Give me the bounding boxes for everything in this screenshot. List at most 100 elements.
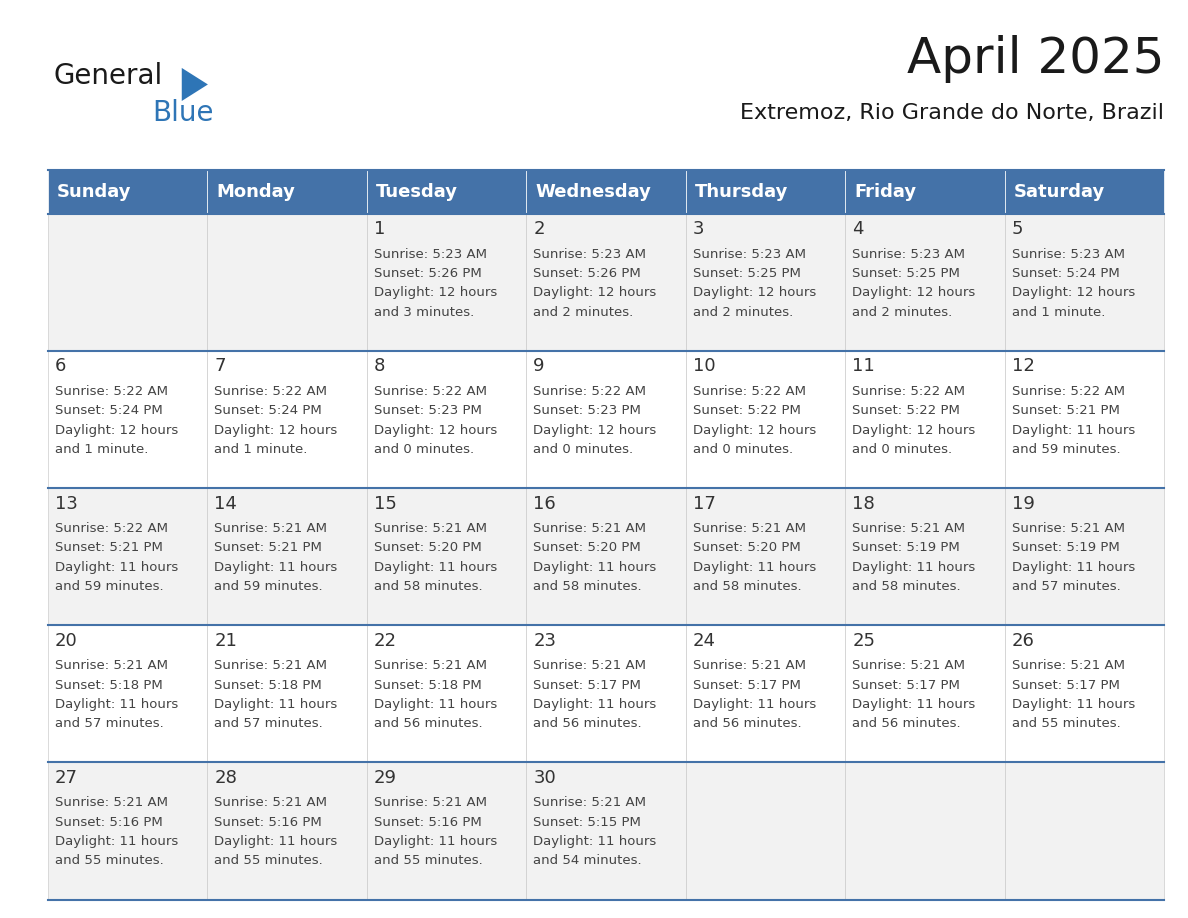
Text: 22: 22 <box>374 632 397 650</box>
Text: Daylight: 11 hours: Daylight: 11 hours <box>693 561 816 574</box>
Text: Sunset: 5:26 PM: Sunset: 5:26 PM <box>533 267 642 280</box>
Text: and 58 minutes.: and 58 minutes. <box>374 580 482 593</box>
Text: Sunset: 5:24 PM: Sunset: 5:24 PM <box>1012 267 1119 280</box>
Text: and 3 minutes.: and 3 minutes. <box>374 306 474 319</box>
Text: and 59 minutes.: and 59 minutes. <box>214 580 323 593</box>
Text: 3: 3 <box>693 220 704 239</box>
Text: and 1 minute.: and 1 minute. <box>55 442 148 456</box>
Bar <box>1005 170 1164 214</box>
Bar <box>1005 214 1164 351</box>
Text: Daylight: 11 hours: Daylight: 11 hours <box>214 561 337 574</box>
Text: Sunrise: 5:21 AM: Sunrise: 5:21 AM <box>214 659 327 672</box>
Text: Sunrise: 5:21 AM: Sunrise: 5:21 AM <box>852 659 966 672</box>
Text: 24: 24 <box>693 632 716 650</box>
Text: and 57 minutes.: and 57 minutes. <box>55 717 164 730</box>
Bar <box>845 488 1005 625</box>
Text: and 55 minutes.: and 55 minutes. <box>214 855 323 868</box>
Text: and 56 minutes.: and 56 minutes. <box>533 717 642 730</box>
Bar <box>207 625 367 763</box>
Text: and 2 minutes.: and 2 minutes. <box>852 306 953 319</box>
Text: Sunset: 5:22 PM: Sunset: 5:22 PM <box>693 404 801 418</box>
Text: 16: 16 <box>533 495 556 512</box>
Bar <box>1005 625 1164 763</box>
Text: Sunrise: 5:21 AM: Sunrise: 5:21 AM <box>374 797 487 810</box>
Text: Sunset: 5:18 PM: Sunset: 5:18 PM <box>374 678 481 691</box>
Bar <box>845 214 1005 351</box>
Text: 18: 18 <box>852 495 876 512</box>
Text: Sunrise: 5:21 AM: Sunrise: 5:21 AM <box>693 522 805 535</box>
Text: and 59 minutes.: and 59 minutes. <box>1012 442 1120 456</box>
Text: Sunrise: 5:21 AM: Sunrise: 5:21 AM <box>533 797 646 810</box>
Text: and 58 minutes.: and 58 minutes. <box>852 580 961 593</box>
Text: 26: 26 <box>1012 632 1035 650</box>
Bar <box>685 351 845 488</box>
Text: 12: 12 <box>1012 357 1035 375</box>
Bar <box>685 214 845 351</box>
Text: Daylight: 12 hours: Daylight: 12 hours <box>852 286 975 299</box>
Text: Sunrise: 5:22 AM: Sunrise: 5:22 AM <box>55 522 168 535</box>
Text: 8: 8 <box>374 357 385 375</box>
Bar <box>685 170 845 214</box>
Text: Sunset: 5:19 PM: Sunset: 5:19 PM <box>852 542 960 554</box>
Bar <box>48 763 207 900</box>
Text: Sunrise: 5:22 AM: Sunrise: 5:22 AM <box>374 385 487 398</box>
Text: Daylight: 12 hours: Daylight: 12 hours <box>693 286 816 299</box>
Text: Sunset: 5:17 PM: Sunset: 5:17 PM <box>1012 678 1120 691</box>
Text: Sunrise: 5:23 AM: Sunrise: 5:23 AM <box>693 248 805 261</box>
Text: Daylight: 11 hours: Daylight: 11 hours <box>852 561 975 574</box>
Text: 30: 30 <box>533 769 556 787</box>
Text: Daylight: 11 hours: Daylight: 11 hours <box>55 835 178 848</box>
Text: Daylight: 11 hours: Daylight: 11 hours <box>1012 561 1135 574</box>
Text: and 57 minutes.: and 57 minutes. <box>1012 580 1120 593</box>
Text: Sunset: 5:25 PM: Sunset: 5:25 PM <box>693 267 801 280</box>
Text: Sunset: 5:17 PM: Sunset: 5:17 PM <box>852 678 960 691</box>
Text: General: General <box>53 62 163 91</box>
Text: Daylight: 12 hours: Daylight: 12 hours <box>214 423 337 437</box>
Bar <box>48 488 207 625</box>
Text: Blue: Blue <box>152 99 214 128</box>
Text: Daylight: 11 hours: Daylight: 11 hours <box>214 835 337 848</box>
Text: Sunrise: 5:22 AM: Sunrise: 5:22 AM <box>55 385 168 398</box>
Text: 7: 7 <box>214 357 226 375</box>
Text: Daylight: 12 hours: Daylight: 12 hours <box>533 286 657 299</box>
Bar <box>48 214 207 351</box>
Text: 20: 20 <box>55 632 77 650</box>
Text: Sunrise: 5:21 AM: Sunrise: 5:21 AM <box>852 522 966 535</box>
Text: Sunset: 5:17 PM: Sunset: 5:17 PM <box>533 678 642 691</box>
Bar <box>207 214 367 351</box>
Bar <box>367 351 526 488</box>
Polygon shape <box>182 68 208 101</box>
Text: 11: 11 <box>852 357 876 375</box>
Text: Daylight: 12 hours: Daylight: 12 hours <box>533 423 657 437</box>
Text: 19: 19 <box>1012 495 1035 512</box>
Bar <box>685 625 845 763</box>
Text: Sunrise: 5:21 AM: Sunrise: 5:21 AM <box>214 797 327 810</box>
Text: Daylight: 11 hours: Daylight: 11 hours <box>374 698 497 711</box>
Bar <box>367 763 526 900</box>
Text: Sunset: 5:24 PM: Sunset: 5:24 PM <box>214 404 322 418</box>
Text: 10: 10 <box>693 357 715 375</box>
Text: Sunrise: 5:23 AM: Sunrise: 5:23 AM <box>533 248 646 261</box>
Text: Monday: Monday <box>216 183 296 201</box>
Text: and 1 minute.: and 1 minute. <box>1012 306 1105 319</box>
Text: and 56 minutes.: and 56 minutes. <box>693 717 802 730</box>
Bar <box>207 488 367 625</box>
Text: Sunset: 5:20 PM: Sunset: 5:20 PM <box>374 542 481 554</box>
Text: 4: 4 <box>852 220 864 239</box>
Text: Sunset: 5:21 PM: Sunset: 5:21 PM <box>214 542 322 554</box>
Text: Daylight: 12 hours: Daylight: 12 hours <box>374 286 497 299</box>
Text: Extremoz, Rio Grande do Norte, Brazil: Extremoz, Rio Grande do Norte, Brazil <box>740 103 1164 123</box>
Text: and 55 minutes.: and 55 minutes. <box>1012 717 1120 730</box>
Text: Sunset: 5:16 PM: Sunset: 5:16 PM <box>214 816 322 829</box>
Text: Sunrise: 5:21 AM: Sunrise: 5:21 AM <box>533 659 646 672</box>
Text: and 0 minutes.: and 0 minutes. <box>374 442 474 456</box>
Bar <box>48 170 207 214</box>
Text: 5: 5 <box>1012 220 1023 239</box>
Text: and 57 minutes.: and 57 minutes. <box>214 717 323 730</box>
Text: Sunrise: 5:21 AM: Sunrise: 5:21 AM <box>55 659 168 672</box>
Text: Sunrise: 5:21 AM: Sunrise: 5:21 AM <box>374 659 487 672</box>
Text: Daylight: 11 hours: Daylight: 11 hours <box>374 835 497 848</box>
Bar <box>526 351 685 488</box>
Text: Daylight: 11 hours: Daylight: 11 hours <box>214 698 337 711</box>
Text: Daylight: 11 hours: Daylight: 11 hours <box>1012 698 1135 711</box>
